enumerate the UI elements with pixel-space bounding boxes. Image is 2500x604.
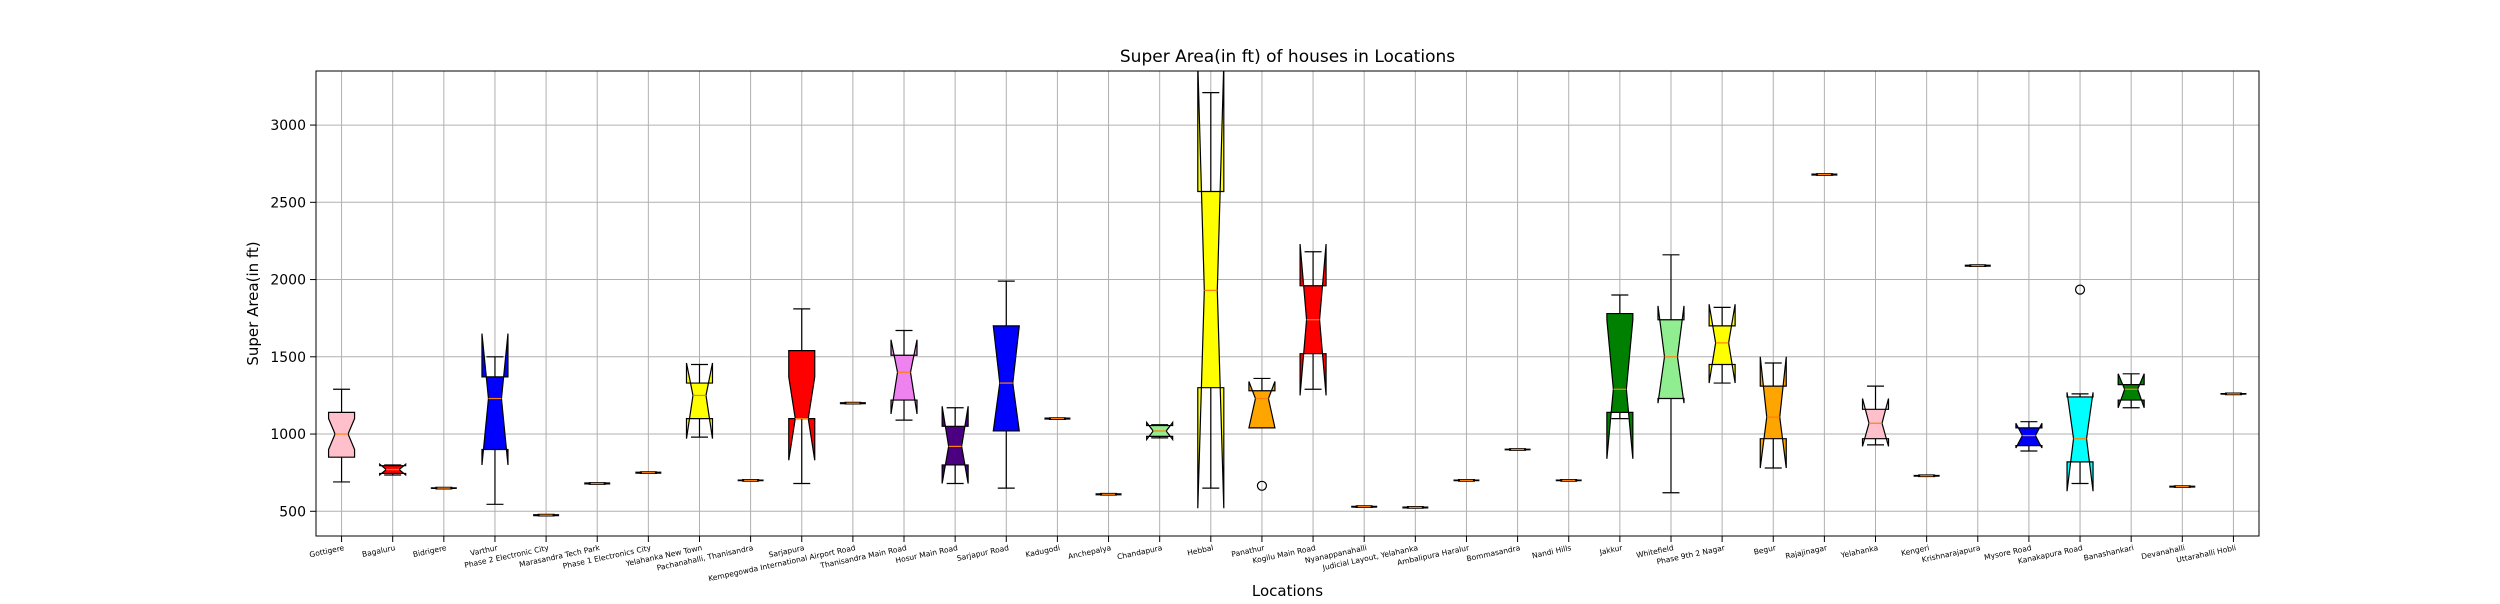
box-4 [481,333,509,505]
notched-box [1248,381,1276,429]
notched-box [1759,356,1787,469]
box-10 [788,308,816,485]
notched-box [1657,305,1685,404]
box-20 [1299,243,1327,396]
y-axis-label: Super Area(in ft) [244,241,262,365]
y-tick-label: 2500 [270,195,306,211]
box-8 [685,362,714,439]
notched-box [685,362,714,439]
notched-box [2066,392,2094,492]
y-tick-label: 3000 [270,118,306,134]
notched-box [788,350,816,461]
outlier-point [2074,284,2086,295]
outlier-point [1256,480,1268,491]
box-23 [1453,479,1480,482]
box-7 [635,471,662,475]
box-38 [2220,392,2247,396]
box-6 [584,482,611,485]
notched-box [890,339,918,415]
box-32 [1913,474,1940,478]
box-19 [1248,377,1276,491]
box-11 [839,401,866,405]
notched-box [1197,71,1225,509]
box-37 [2169,485,2196,488]
box-28 [1708,304,1736,384]
box-18 [1197,71,1225,509]
plot-area-frame [315,70,2260,537]
box-16 [1095,492,1122,496]
box-27 [1657,254,1685,494]
box-24 [1504,448,1531,451]
notched-box [941,406,969,484]
y-tick-label: 2000 [270,273,306,289]
box-series [327,71,2247,517]
box-12 [890,329,918,421]
box-29 [1759,356,1787,469]
notched-box [327,411,356,458]
y-axis-ticks: 500 1000 1500 2000 2500 3000 [270,118,316,520]
box-22 [1402,506,1429,509]
y-tick-label: 500 [279,504,306,520]
notched-box [1606,312,1634,459]
box-9 [737,479,764,482]
grid-lines [316,71,2259,536]
box-35 [2066,284,2094,492]
notched-box [2117,373,2145,408]
box-34 [2015,421,2043,452]
box-21 [1351,505,1378,509]
notched-box [1708,304,1736,384]
box-13 [941,406,969,485]
box-2 [379,462,407,477]
box-36 [2117,373,2145,409]
x-axis-label: Locations [1252,582,1323,600]
y-tick-label: 1000 [270,427,306,443]
notched-box [481,333,509,465]
box-5 [533,513,560,517]
box-1 [327,388,356,483]
box-26 [1606,294,1634,459]
box-14 [992,280,1020,489]
y-tick-label: 1500 [270,350,306,366]
box-25 [1555,479,1582,482]
box-3 [430,486,457,490]
chart-title: Super Area(in ft) of houses in Locations [1120,47,1455,67]
box-33 [1964,264,1991,268]
box-15 [1044,417,1071,420]
box-31 [1861,385,1890,447]
box-30 [1811,173,1838,176]
notched-box [1861,398,1890,447]
box-17 [1146,420,1174,442]
